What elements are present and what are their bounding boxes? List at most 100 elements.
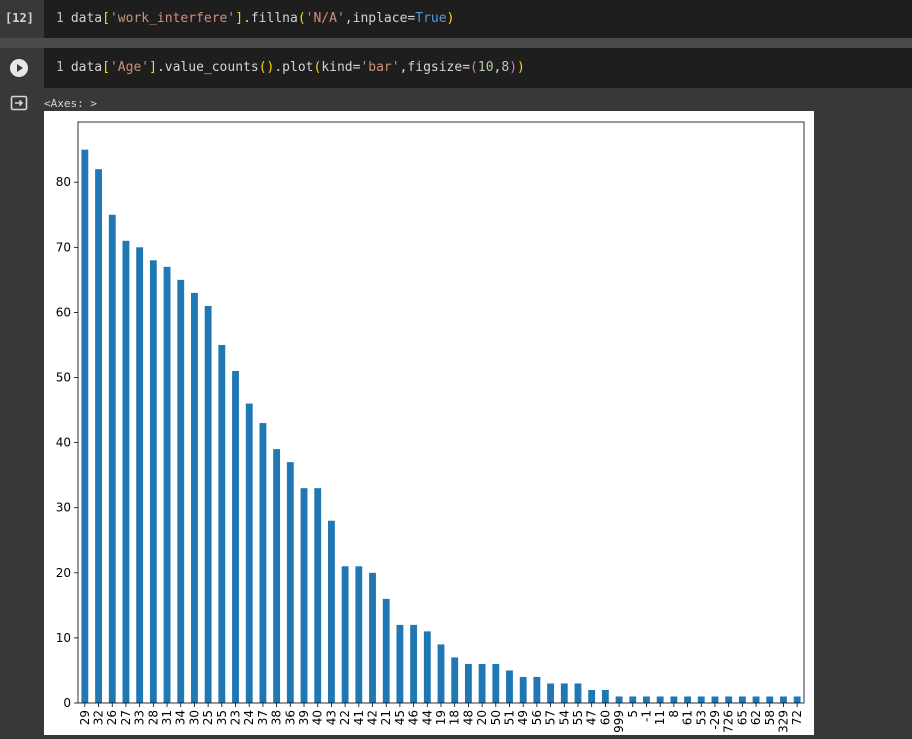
cell-separator bbox=[0, 38, 912, 48]
bar-40 bbox=[314, 488, 322, 703]
code-editor-2[interactable]: 1 data['Age'].value_counts().plot(kind='b… bbox=[44, 48, 912, 88]
x-tick-label: 30 bbox=[187, 710, 201, 725]
x-tick-label: 48 bbox=[461, 710, 475, 725]
code-text: data['work_interfere'].fillna('N/A',inpl… bbox=[70, 11, 455, 26]
code-editor-1[interactable]: 1 data['work_interfere'].fillna('N/A',inp… bbox=[44, 0, 912, 38]
bar-43 bbox=[327, 520, 335, 703]
bar-32 bbox=[95, 169, 102, 704]
bar-11 bbox=[656, 696, 664, 703]
bar-55 bbox=[574, 683, 582, 703]
x-tick-label: -1 bbox=[639, 710, 653, 722]
x-tick-label: 38 bbox=[270, 710, 284, 725]
bar-33 bbox=[136, 247, 144, 703]
x-tick-label: 42 bbox=[366, 710, 380, 725]
x-tick-label: 8 bbox=[667, 710, 681, 718]
bar-30 bbox=[191, 292, 198, 703]
x-tick-label: 46 bbox=[407, 710, 421, 725]
x-tick-label: 43 bbox=[324, 710, 338, 725]
x-tick-label: 32 bbox=[92, 710, 106, 725]
x-tick-label: 61 bbox=[681, 710, 695, 725]
bar-329 bbox=[780, 696, 787, 703]
bar-44 bbox=[423, 631, 431, 703]
bar-65 bbox=[738, 696, 746, 703]
x-tick-label: 37 bbox=[256, 710, 270, 725]
code-cell-1[interactable]: [12] 1 data['work_interfere'].fillna('N/A… bbox=[0, 0, 912, 38]
x-tick-label: 53 bbox=[694, 710, 708, 725]
bar-20 bbox=[478, 663, 486, 703]
bar-41 bbox=[355, 566, 363, 703]
code-cell-2[interactable]: 1 data['Age'].value_counts().plot(kind='b… bbox=[0, 48, 912, 735]
bar-21 bbox=[382, 598, 390, 703]
line-number: 1 bbox=[56, 11, 64, 26]
bar-36 bbox=[286, 462, 294, 703]
x-tick-label: 23 bbox=[229, 710, 243, 725]
bar-45 bbox=[396, 624, 404, 703]
y-tick-label: 20 bbox=[56, 566, 71, 580]
bar-24 bbox=[245, 403, 253, 703]
bar-47 bbox=[588, 689, 596, 703]
x-tick-label: 44 bbox=[420, 710, 434, 725]
bar-61 bbox=[684, 696, 691, 703]
bar-726 bbox=[725, 696, 733, 703]
x-tick-label: 57 bbox=[544, 710, 558, 725]
x-tick-label: 45 bbox=[393, 710, 407, 725]
bar-31 bbox=[163, 266, 171, 703]
x-tick-label: 726 bbox=[722, 710, 736, 733]
bar-58 bbox=[766, 696, 774, 703]
bar-19 bbox=[437, 644, 445, 703]
x-tick-label: 33 bbox=[133, 710, 147, 725]
bar-48 bbox=[464, 663, 472, 703]
x-tick-label: 65 bbox=[735, 710, 749, 725]
run-cell-button[interactable] bbox=[10, 59, 28, 77]
x-tick-label: 18 bbox=[448, 710, 462, 725]
bar-38 bbox=[273, 449, 281, 703]
x-tick-label: 20 bbox=[475, 710, 489, 725]
bar-46 bbox=[410, 624, 418, 703]
y-tick-label: 10 bbox=[56, 631, 71, 645]
bar-18 bbox=[451, 657, 459, 703]
bar-56 bbox=[533, 676, 541, 703]
bar-39 bbox=[300, 488, 308, 703]
bar-35 bbox=[218, 344, 226, 703]
plot-frame bbox=[77, 121, 805, 704]
bar-26 bbox=[108, 214, 116, 703]
x-tick-label: 31 bbox=[160, 710, 174, 725]
x-tick-label: 329 bbox=[776, 710, 790, 733]
bar-60 bbox=[601, 689, 609, 703]
bar-27 bbox=[122, 240, 130, 703]
x-tick-label: 49 bbox=[516, 710, 530, 725]
bar-25 bbox=[204, 305, 212, 703]
bar-57 bbox=[547, 683, 555, 703]
bar-5 bbox=[629, 696, 637, 703]
execution-count: [12] bbox=[5, 11, 34, 25]
bar-54 bbox=[560, 683, 568, 703]
output-repr: <Axes: > bbox=[44, 97, 97, 110]
y-tick-label: 40 bbox=[56, 436, 71, 450]
x-tick-label: 40 bbox=[311, 710, 325, 725]
x-tick-label: 55 bbox=[571, 710, 585, 725]
bar-37 bbox=[259, 423, 267, 703]
bar-23 bbox=[232, 371, 239, 703]
x-tick-label: 60 bbox=[598, 710, 612, 725]
y-tick-label: 70 bbox=[56, 240, 71, 254]
y-tick-label: 0 bbox=[63, 696, 71, 710]
x-tick-label: 47 bbox=[585, 710, 599, 725]
bar-53 bbox=[697, 696, 705, 703]
output-clear-icon[interactable] bbox=[10, 95, 28, 111]
bar-72 bbox=[793, 696, 801, 703]
chart-svg: 29 32 26 27 33 28 31 34 30 25 35 23 24 37 38 36 39 40 43 22… bbox=[56, 121, 805, 733]
x-tick-label: 56 bbox=[530, 710, 544, 725]
bar-62 bbox=[752, 696, 760, 703]
code-line-1: 1 data['Age'].value_counts().plot(kind='b… bbox=[56, 60, 525, 75]
x-tick-label: 27 bbox=[119, 710, 133, 725]
bar-50 bbox=[492, 663, 500, 703]
bar-22 bbox=[341, 566, 349, 703]
x-tick-label: 29 bbox=[78, 710, 92, 725]
bar-42 bbox=[369, 572, 376, 703]
x-tick-label: 51 bbox=[502, 710, 516, 725]
y-tick-label: 30 bbox=[56, 501, 71, 515]
bar-49 bbox=[519, 676, 527, 703]
y-tick-label: 60 bbox=[56, 305, 71, 319]
x-tick-label: 22 bbox=[338, 710, 352, 725]
bar-29 bbox=[81, 149, 89, 703]
